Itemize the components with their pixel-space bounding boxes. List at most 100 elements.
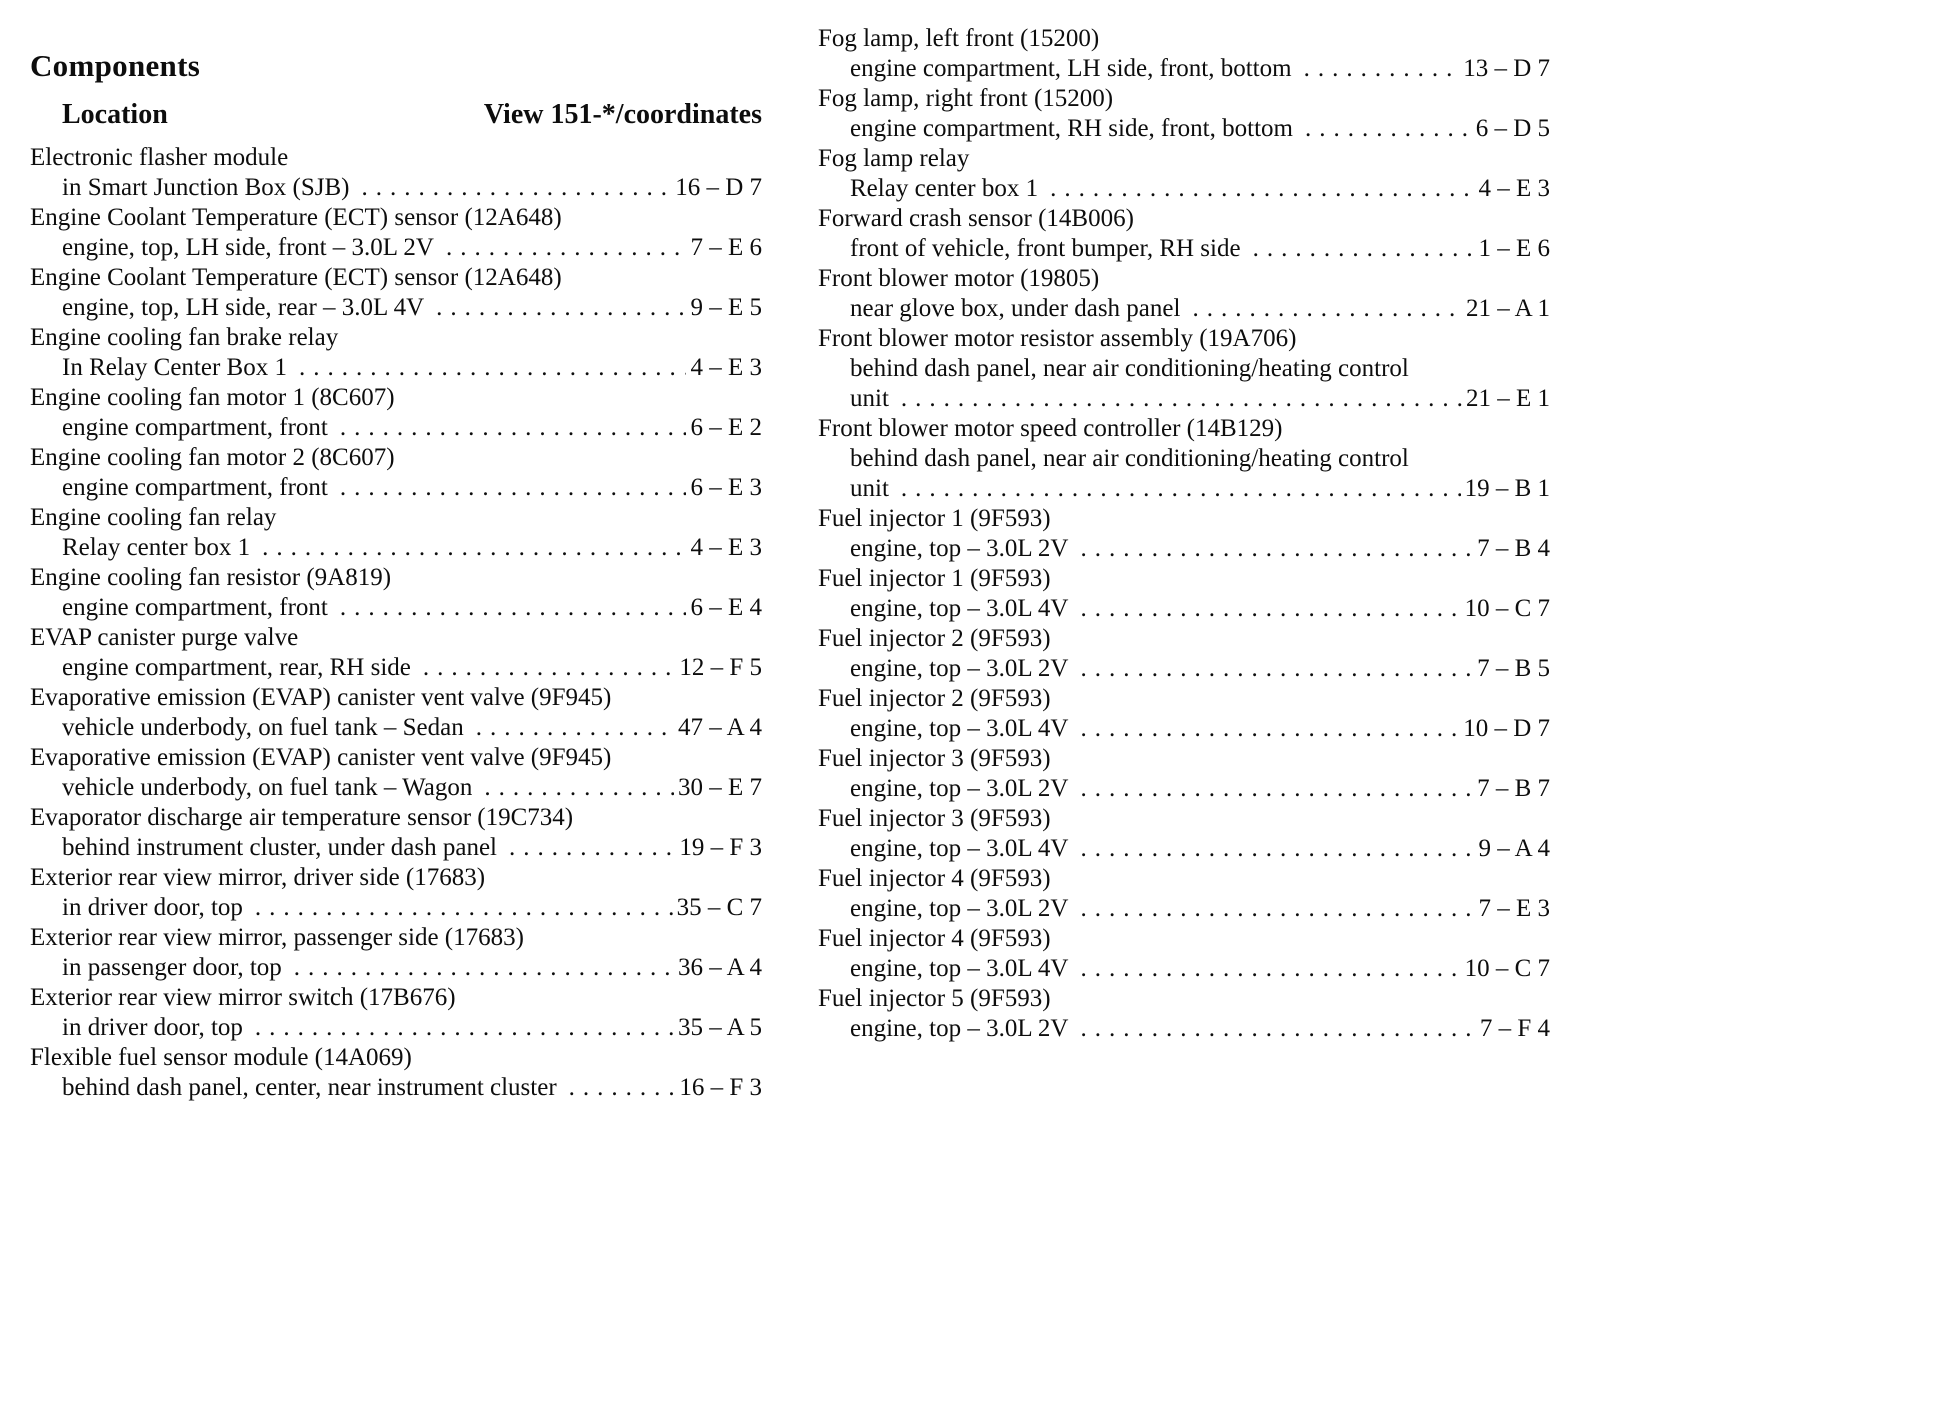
component-entry: Engine Coolant Temperature (ECT) sensor … xyxy=(30,263,762,323)
dot-leader: ........................................… xyxy=(1080,835,1474,862)
dot-leader: ........................................… xyxy=(900,475,1461,502)
dot-leader: ........................................… xyxy=(1192,295,1462,322)
component-list-left: Electronic flasher module in Smart Juncti… xyxy=(30,143,762,1103)
location-text: engine compartment, RH side, front, bott… xyxy=(850,115,1293,142)
dot-leader: ........................................… xyxy=(484,774,674,801)
component-name: Engine cooling fan relay xyxy=(30,504,277,531)
dot-leader: ........................................… xyxy=(339,414,687,441)
component-entry: Fuel injector 3 (9F593) engine, top – 3.0… xyxy=(818,804,1550,864)
component-entry: Fuel injector 4 (9F593) engine, top – 3.0… xyxy=(818,864,1550,924)
location-row: engine compartment, front...............… xyxy=(30,593,762,623)
location-text: engine, top – 3.0L 2V xyxy=(850,535,1069,562)
coordinate-value: 4 – E 3 xyxy=(690,534,762,561)
component-name: Fuel injector 5 (9F593) xyxy=(818,985,1051,1012)
coordinate-value: 4 – E 3 xyxy=(690,354,762,381)
component-entry: Engine cooling fan resistor (9A819) engin… xyxy=(30,563,762,623)
location-text: behind dash panel, center, near instrume… xyxy=(62,1074,557,1101)
component-entry: Fog lamp, left front (15200) engine compa… xyxy=(818,24,1550,84)
component-entry: Fuel injector 5 (9F593) engine, top – 3.0… xyxy=(818,984,1550,1044)
location-row: in passenger door, top..................… xyxy=(30,953,762,983)
component-name: Fuel injector 2 (9F593) xyxy=(818,685,1051,712)
coordinate-value: 35 – C 7 xyxy=(676,894,762,921)
component-entry: Evaporative emission (EVAP) canister ven… xyxy=(30,683,762,743)
location-text: in driver door, top xyxy=(62,1014,243,1041)
component-name: Fuel injector 3 (9F593) xyxy=(818,745,1051,772)
coordinate-value: 7 – B 7 xyxy=(1477,775,1550,802)
dot-leader: ........................................… xyxy=(1080,1015,1475,1042)
component-name: Fuel injector 1 (9F593) xyxy=(818,505,1051,532)
coordinate-value: 10 – D 7 xyxy=(1463,715,1550,742)
location-row: Relay center box 1......................… xyxy=(30,533,762,563)
component-entry: Fuel injector 1 (9F593) engine, top – 3.0… xyxy=(818,504,1550,564)
component-name: Fuel injector 4 (9F593) xyxy=(818,865,1051,892)
dot-leader: ........................................… xyxy=(262,534,687,561)
component-entry: Front blower motor resistor assembly (19… xyxy=(818,324,1550,414)
location-text: front of vehicle, front bumper, RH side xyxy=(850,235,1241,262)
location-row: In Relay Center Box 1...................… xyxy=(30,353,762,383)
component-entry: Flexible fuel sensor module (14A069) behi… xyxy=(30,1043,762,1103)
component-entry: Fog lamp, right front (15200) engine comp… xyxy=(818,84,1550,144)
location-text: in passenger door, top xyxy=(62,954,282,981)
component-entry: Evaporative emission (EVAP) canister ven… xyxy=(30,743,762,803)
location-row: engine, top – 3.0L 2V...................… xyxy=(818,1014,1550,1044)
dot-leader: ........................................… xyxy=(1080,715,1460,742)
dot-leader: ........................................… xyxy=(1080,895,1474,922)
location-text: In Relay Center Box 1 xyxy=(62,354,287,381)
location-text: behind dash panel, near air conditioning… xyxy=(850,355,1409,382)
location-text: in Smart Junction Box (SJB) xyxy=(62,174,350,201)
location-text: Relay center box 1 xyxy=(850,175,1039,202)
coordinate-value: 35 – A 5 xyxy=(677,1014,762,1041)
location-row: engine, top – 3.0L 4V...................… xyxy=(818,594,1550,624)
component-name: EVAP canister purge valve xyxy=(30,624,299,651)
component-name: Evaporative emission (EVAP) canister ven… xyxy=(30,684,612,711)
location-row: engine, top, LH side, front – 3.0L 2V...… xyxy=(30,233,762,263)
component-name: Electronic flasher module xyxy=(30,144,289,171)
location-row: in driver door, top.....................… xyxy=(30,893,762,923)
dot-leader: ........................................… xyxy=(422,654,675,681)
page-title: Components xyxy=(30,48,201,83)
coordinate-value: 10 – C 7 xyxy=(1464,955,1550,982)
dot-leader: ........................................… xyxy=(339,474,687,501)
dot-leader: ........................................… xyxy=(361,174,672,201)
component-name: Front blower motor resistor assembly (19… xyxy=(818,325,1297,352)
dot-leader: ........................................… xyxy=(1050,175,1475,202)
component-entry: Engine cooling fan motor 1 (8C607) engine… xyxy=(30,383,762,443)
coordinate-value: 4 – E 3 xyxy=(1478,175,1550,202)
coordinate-value: 16 – F 3 xyxy=(679,1074,762,1101)
component-entry: Exterior rear view mirror, passenger sid… xyxy=(30,923,762,983)
component-list-right: Fog lamp, left front (15200) engine compa… xyxy=(818,24,1550,1044)
component-entry: Exterior rear view mirror switch (17B676… xyxy=(30,983,762,1043)
coordinate-value: 13 – D 7 xyxy=(1463,55,1550,82)
location-row: front of vehicle, front bumper, RH side.… xyxy=(818,234,1550,264)
coordinate-value: 6 – E 4 xyxy=(690,594,762,621)
coordinate-value: 7 – E 3 xyxy=(1478,895,1550,922)
location-text: engine compartment, rear, RH side xyxy=(62,654,411,681)
location-row: engine compartment, rear, RH side.......… xyxy=(30,653,762,683)
location-text: engine, top – 3.0L 4V xyxy=(850,955,1069,982)
component-name: Front blower motor (19805) xyxy=(818,265,1100,292)
location-text: engine, top – 3.0L 2V xyxy=(850,775,1069,802)
location-row: Relay center box 1......................… xyxy=(818,174,1550,204)
component-name: Fuel injector 3 (9F593) xyxy=(818,805,1051,832)
component-name: Engine cooling fan brake relay xyxy=(30,324,339,351)
component-name: Engine Coolant Temperature (ECT) sensor … xyxy=(30,264,562,291)
location-row: behind dash panel, near air conditioning… xyxy=(818,444,1550,474)
component-name: Exterior rear view mirror switch (17B676… xyxy=(30,984,456,1011)
component-name: Fuel injector 4 (9F593) xyxy=(818,925,1051,952)
dot-leader: ........................................… xyxy=(1303,55,1460,82)
location-text: engine, top – 3.0L 4V xyxy=(850,715,1069,742)
coordinate-value: 7 – F 4 xyxy=(1479,1015,1550,1042)
dot-leader: ........................................… xyxy=(1080,535,1473,562)
location-text: vehicle underbody, on fuel tank – Wagon xyxy=(62,774,473,801)
location-text: near glove box, under dash panel xyxy=(850,295,1181,322)
component-entry: Fuel injector 3 (9F593) engine, top – 3.0… xyxy=(818,744,1550,804)
coordinate-value: 19 – F 3 xyxy=(679,834,762,861)
location-row: vehicle underbody, on fuel tank – Sedan.… xyxy=(30,713,762,743)
coordinate-value: 10 – C 7 xyxy=(1464,595,1550,622)
dot-leader: ........................................… xyxy=(1080,595,1461,622)
location-text: engine compartment, front xyxy=(62,474,328,501)
location-text: behind instrument cluster, under dash pa… xyxy=(62,834,497,861)
location-row: engine, top – 3.0L 4V...................… xyxy=(818,834,1550,864)
component-name: Exterior rear view mirror, passenger sid… xyxy=(30,924,524,951)
location-row: engine, top – 3.0L 2V...................… xyxy=(818,774,1550,804)
